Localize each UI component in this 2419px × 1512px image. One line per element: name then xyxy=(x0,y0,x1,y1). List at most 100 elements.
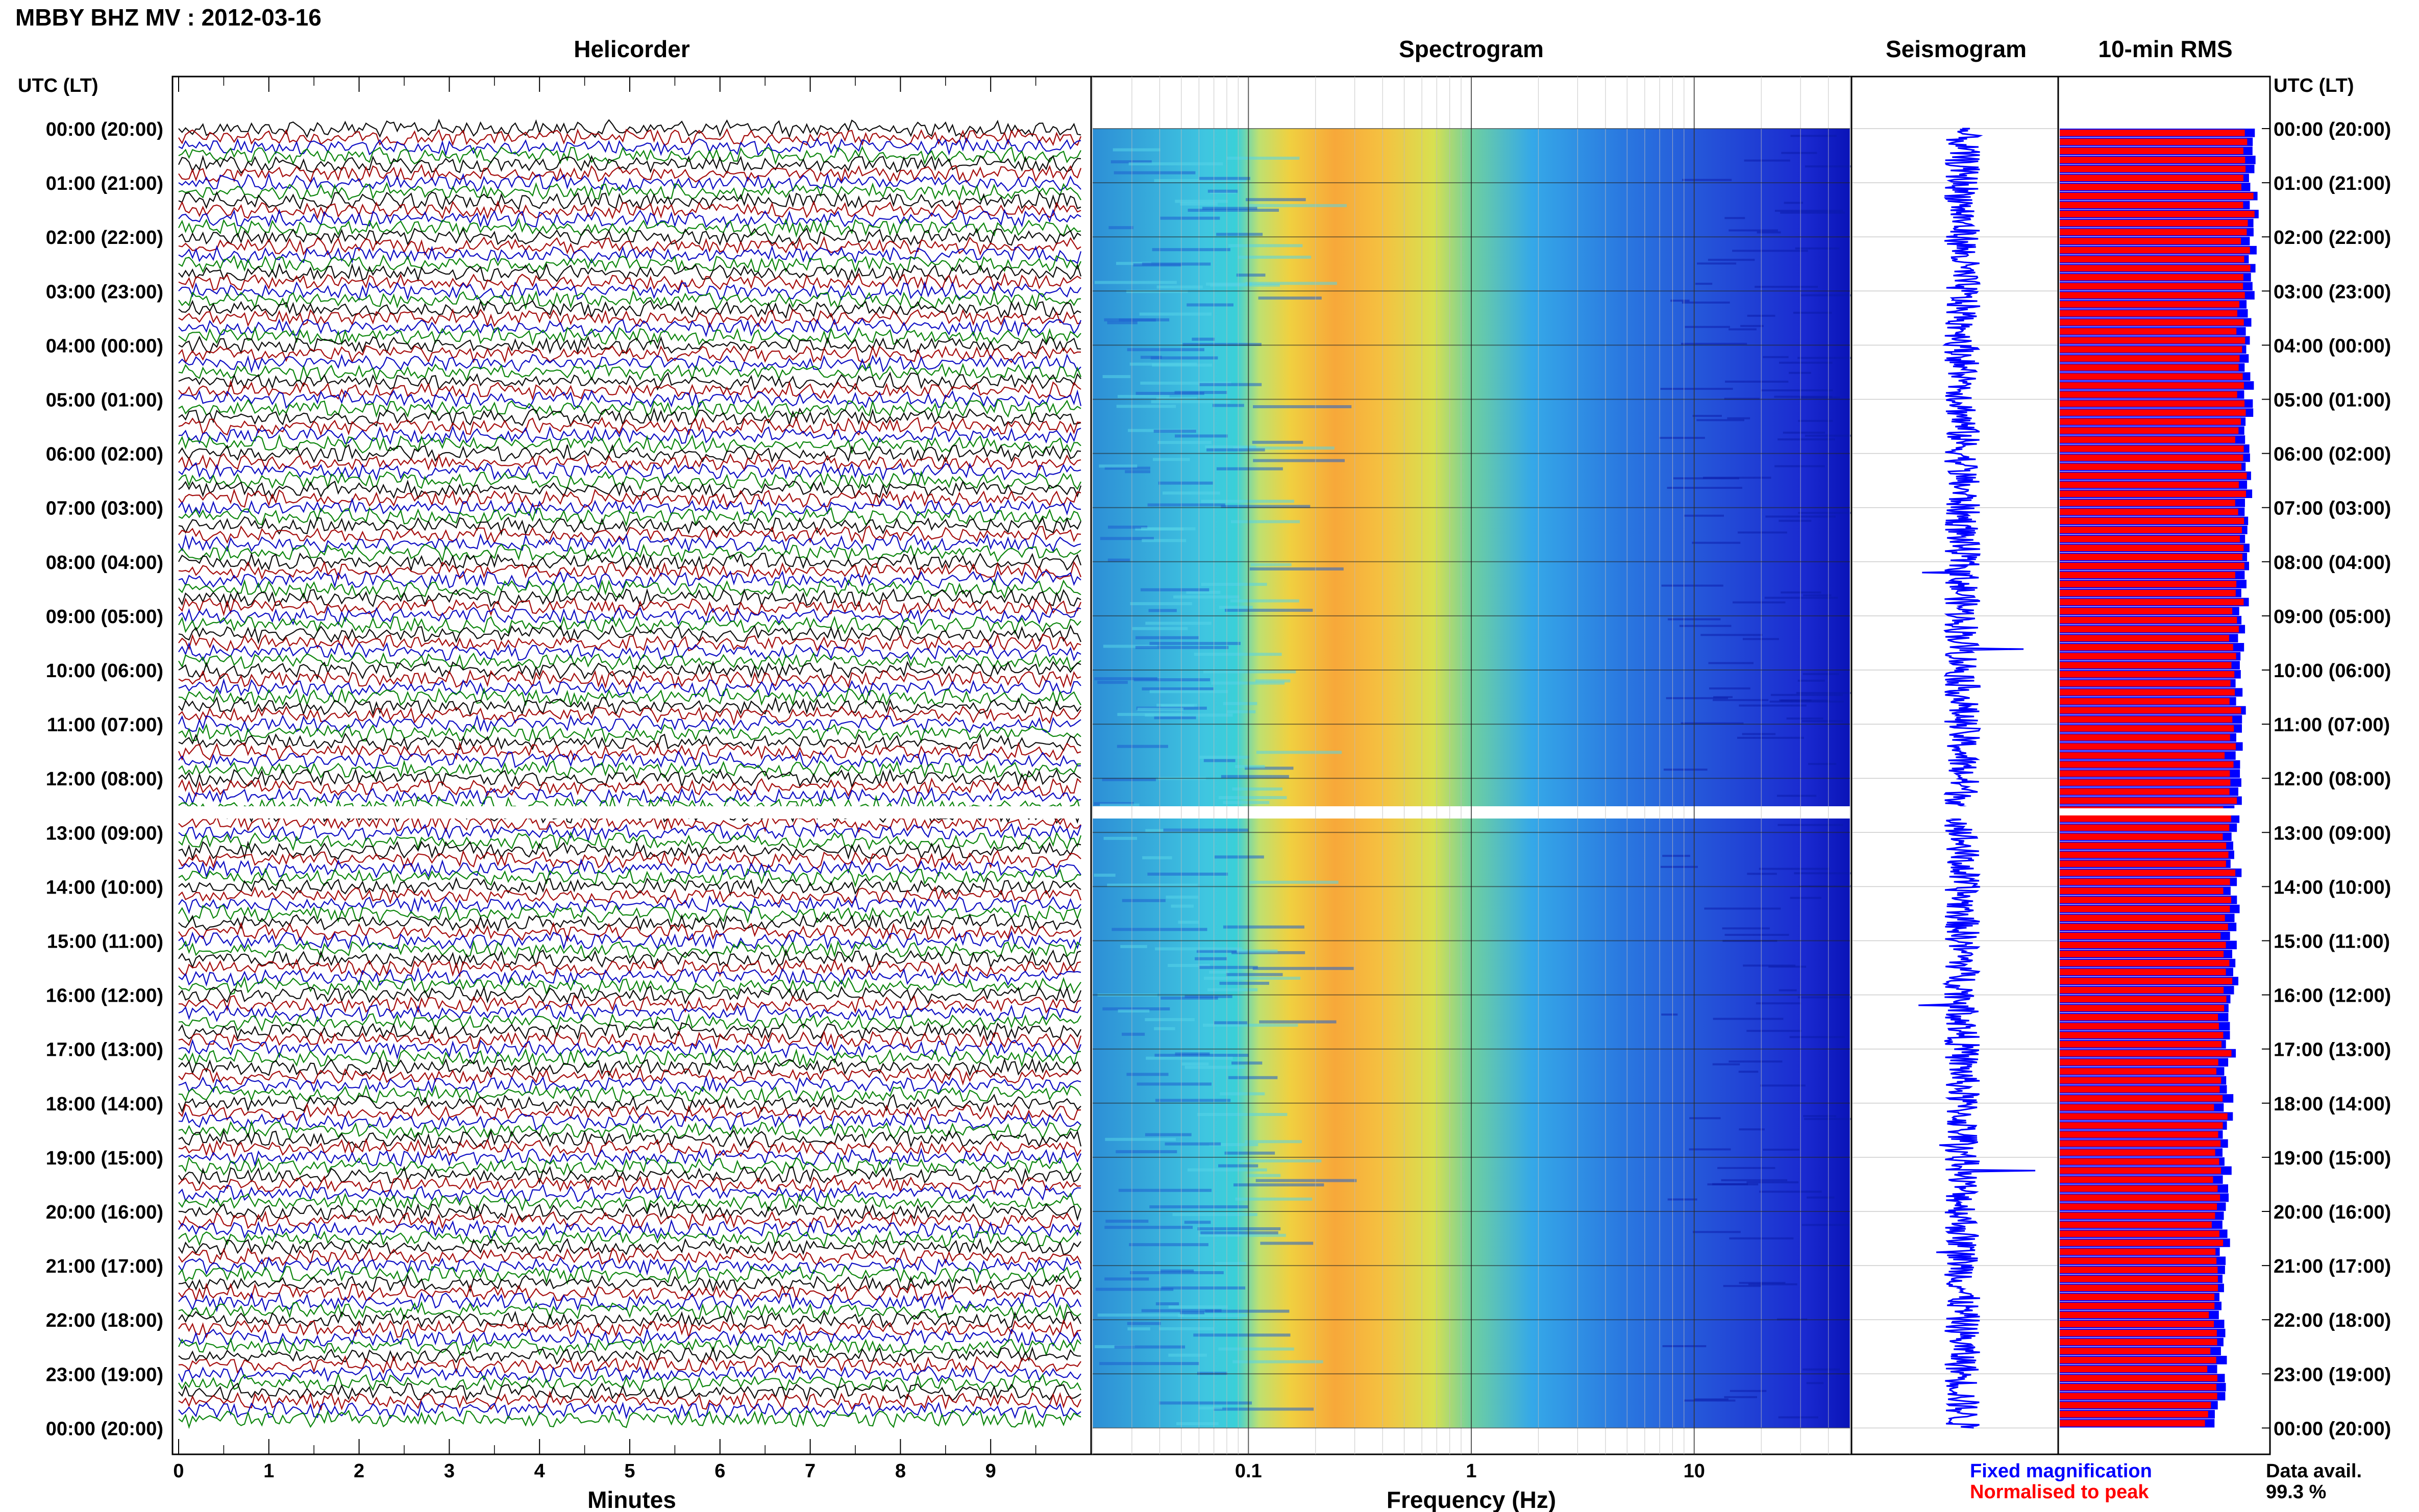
helicorder-data-gap xyxy=(176,806,1084,819)
spectrogram-streak xyxy=(1712,1063,1740,1065)
spectrogram-streak xyxy=(1099,464,1138,468)
spectrogram-streak xyxy=(1130,1271,1224,1274)
helicorder-trace xyxy=(178,254,1081,274)
helicorder-trace xyxy=(178,741,1081,761)
helicorder-trace xyxy=(178,652,1081,671)
spectrogram-streak xyxy=(1667,1198,1697,1201)
spectrogram-streak xyxy=(1230,599,1299,603)
spectrogram-streak xyxy=(1127,1327,1150,1331)
spectrogram-streak xyxy=(1247,1174,1281,1177)
helicorder-trace xyxy=(178,488,1081,509)
spectrogram-streak xyxy=(1228,244,1303,247)
spectrogram-streak xyxy=(1104,1226,1193,1229)
rms-bar-normalised xyxy=(2060,978,2233,984)
spectrogram-streak xyxy=(1231,1061,1263,1065)
rms-bar-normalised xyxy=(2060,734,2230,741)
helicorder-trace xyxy=(178,867,1081,888)
spectrogram-streak xyxy=(1154,1027,1175,1030)
spectrogram-streak xyxy=(1721,1179,1788,1181)
spectrogram-streak xyxy=(1237,949,1278,953)
spectrogram-streak xyxy=(1739,704,1807,707)
minute-tick-label: 9 xyxy=(985,1460,996,1482)
spectrogram-streak xyxy=(1725,380,1789,383)
spectrogram-streak xyxy=(1210,283,1280,287)
rms-bar-normalised xyxy=(2060,1384,2216,1391)
rms-bar-normalised xyxy=(2060,391,2237,398)
helicorder-trace xyxy=(178,128,1082,147)
row-label-right: 00:00 (20:00) xyxy=(2274,119,2391,140)
spectrogram-streak xyxy=(1761,389,1833,391)
rms-bar-normalised xyxy=(2060,1302,2215,1309)
spectrogram-streak xyxy=(1215,1261,1246,1265)
spectrogram-streak xyxy=(1260,1242,1314,1245)
helicorder-trace xyxy=(178,335,1081,355)
spectrogram-streak xyxy=(1207,988,1258,992)
spectrogram-streak xyxy=(1204,977,1301,980)
rms-bar-normalised xyxy=(2060,481,2239,488)
helicorder-trace xyxy=(178,145,1081,165)
spectrogram-streak xyxy=(1155,1302,1179,1305)
rms-bar-normalised xyxy=(2060,192,2254,200)
rms-bar-normalised xyxy=(2060,1221,2212,1228)
rms-bar-normalised xyxy=(2060,887,2224,895)
spectrogram-streak xyxy=(1784,202,1804,204)
helicorder-trace xyxy=(178,1075,1081,1096)
spectrogram-streak xyxy=(1103,836,1138,840)
spectrogram-streak xyxy=(1233,447,1335,450)
spectrogram-streak xyxy=(1114,171,1196,175)
spectrogram-streak xyxy=(1199,383,1262,386)
spectrogram-streak xyxy=(1139,312,1212,316)
spectrogram-streak xyxy=(1660,865,1698,868)
spectrogram-streak xyxy=(1133,678,1211,682)
rms-bar-normalised xyxy=(2060,130,2245,136)
spectrogram-streak xyxy=(1662,1345,1707,1347)
helicorder-trace xyxy=(178,1202,1082,1222)
spectrogram-streak xyxy=(1249,880,1339,884)
rms-bar-normalised xyxy=(2060,833,2223,840)
helicorder-trace xyxy=(178,615,1081,635)
helicorder-trace xyxy=(178,1301,1081,1321)
rms-bar-normalised xyxy=(2060,815,2231,822)
row-label-right: 16:00 (12:00) xyxy=(2274,985,2391,1007)
rms-bar-normalised xyxy=(2060,292,2245,299)
spectrogram-streak xyxy=(1102,778,1156,781)
spectrogram-streak xyxy=(1704,907,1781,910)
rms-bar-normalised xyxy=(2060,1068,2216,1075)
spectrogram-streak xyxy=(1803,594,1832,597)
row-label-left: 20:00 (16:00) xyxy=(46,1202,163,1223)
spectrogram-streak xyxy=(1156,285,1203,289)
spectrogram-streak xyxy=(1155,1099,1231,1102)
spectrogram-streak xyxy=(1779,361,1833,364)
rms-bar-normalised xyxy=(2060,635,2229,641)
spectrogram-streak xyxy=(1155,947,1243,951)
spectrogram-streak xyxy=(1118,1009,1150,1013)
helicorder-trace xyxy=(178,182,1081,202)
rms-bar-normalised xyxy=(2060,1230,2219,1237)
spectrogram-streak xyxy=(1724,217,1745,219)
rms-data-gap xyxy=(2060,808,2268,815)
spectrogram-streak xyxy=(1219,606,1253,609)
helicorder-trace xyxy=(178,966,1081,987)
helicorder-trace xyxy=(178,588,1081,609)
spectrogram-streak xyxy=(1743,964,1796,967)
spectrogram-streak xyxy=(1224,1151,1275,1155)
row-label-right: 09:00 (05:00) xyxy=(2274,606,2391,628)
spectrogram-streak xyxy=(1154,716,1196,720)
rms-bar-normalised xyxy=(2060,1149,2215,1156)
spectrogram-streak xyxy=(1203,1024,1298,1027)
spectrogram-streak xyxy=(1148,609,1177,612)
spectrogram-streak xyxy=(1201,500,1294,503)
spectrogram-streak xyxy=(1140,588,1210,591)
spectrogram-streak xyxy=(1195,957,1227,960)
spectrogram-streak xyxy=(1140,381,1231,385)
spectrogram-streak xyxy=(1118,394,1170,398)
spectrogram-streak xyxy=(1168,964,1210,967)
helicorder-trace xyxy=(178,850,1081,870)
rms-bar-normalised xyxy=(2060,219,2248,227)
helicorder-trace xyxy=(178,272,1081,291)
row-label-left: 12:00 (08:00) xyxy=(46,769,163,790)
rms-bar-normalised xyxy=(2060,454,2243,461)
spectrogram-streak xyxy=(1755,286,1818,288)
row-label-right: 01:00 (21:00) xyxy=(2274,173,2391,194)
helicorder-trace xyxy=(178,1129,1082,1149)
